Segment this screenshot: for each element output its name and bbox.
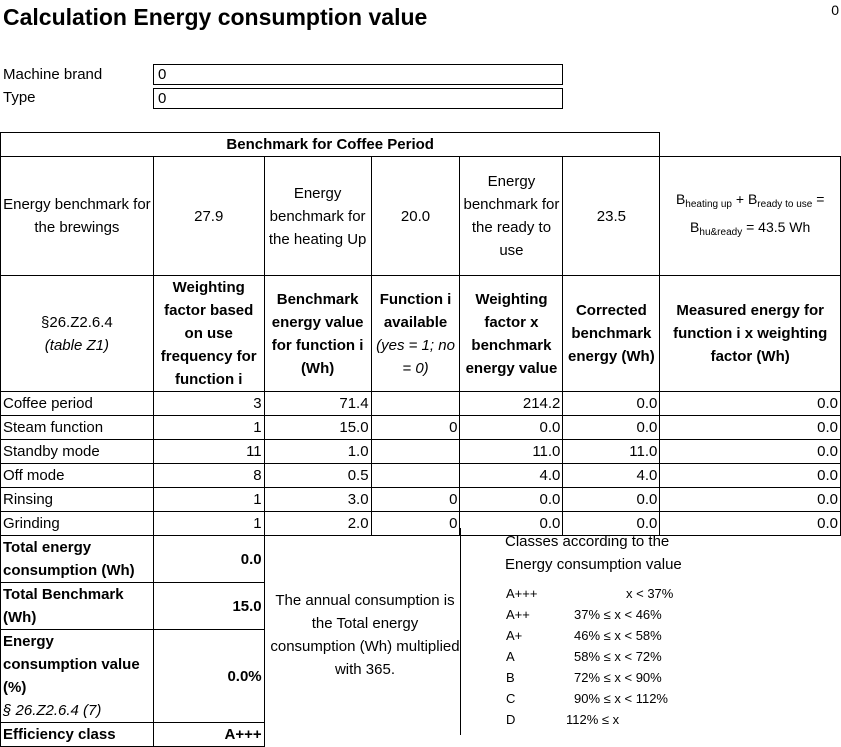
row-name: Standby mode [0,439,154,464]
row-wxb: 4.0 [459,463,564,488]
row-measured: 0.0 [659,391,841,416]
row-measured: 0.0 [659,511,841,536]
total-benchmark-label: Total Benchmark (Wh) [0,582,154,630]
row-avail [370,391,461,416]
ready-benchmark-label: Energy benchmark for the ready to use [459,156,564,276]
row-corrected: 0.0 [562,511,661,536]
ecv-label: Energy consumption value (%) § 26.Z2.6.4… [0,629,154,723]
heat-benchmark-label: Energy benchmark for the heating Up [263,156,372,276]
row-weight: 3 [152,391,265,416]
col-weight-x-benchmark: Weighting factor x benchmark energy valu… [459,275,564,392]
row-wxb: 0.0 [459,415,564,440]
col-weighting-factor: Weighting factor based on use frequency … [152,275,265,392]
ecv-value: 0.0% [152,629,265,723]
type-field[interactable]: 0 [153,88,563,109]
col-function-available: Function i available (yes = 1; no = 0) [370,275,461,392]
row-avail: 0 [370,415,461,440]
table-row: Grinding 1 2.0 0 0.0 0.0 0.0 [0,511,841,536]
row-wxb: 214.2 [459,391,564,416]
row-wxb: 0.0 [459,511,564,536]
row-name: Coffee period [0,391,154,416]
row-corrected: 11.0 [562,439,661,464]
class-range: 90% ≤ x < 112% [574,691,668,706]
col-measured-energy: Measured energy for function i x weighti… [659,275,841,392]
row-weight: 1 [152,487,265,512]
row-bench: 15.0 [263,415,372,440]
brew-benchmark-label: Energy benchmark for the brewings [0,156,154,276]
row-name: Rinsing [0,487,154,512]
row-avail [370,463,461,488]
class-range: 72% ≤ x < 90% [574,670,662,685]
divider [460,528,461,735]
class-range: 46% ≤ x < 58% [574,628,662,643]
row-measured: 0.0 [659,415,841,440]
page-title: Calculation Energy consumption value [3,4,428,30]
table-row: Coffee period 3 71.4 214.2 0.0 0.0 [0,391,841,416]
class-label: B [506,670,515,685]
total-benchmark-value: 15.0 [152,582,265,630]
heat-benchmark-value: 20.0 [370,156,461,276]
class-range: 37% ≤ x < 46% [574,607,662,622]
row-weight: 11 [152,439,265,464]
row-corrected: 0.0 [562,415,661,440]
row-measured: 0.0 [659,439,841,464]
table-row: Standby mode 11 1.0 11.0 11.0 0.0 [0,439,841,464]
class-label: A+++ [506,586,538,601]
row-weight: 1 [152,415,265,440]
row-bench: 3.0 [263,487,372,512]
row-avail: 0 [370,511,461,536]
row-wxb: 0.0 [459,487,564,512]
machine-brand-field[interactable]: 0 [153,64,563,85]
class-label: D [506,712,516,727]
table-row: Steam function 1 15.0 0 0.0 0.0 0.0 [0,415,841,440]
row-name: Grinding [0,511,154,536]
class-range: 112% ≤ x [566,712,620,727]
class-label: A++ [506,607,530,622]
total-energy-label: Total energy consumption (Wh) [0,535,154,583]
machine-brand-label: Machine brand [3,66,103,83]
class-label: A [506,649,515,664]
row-avail [370,439,461,464]
classes-header: Classes according to the Energy consumpt… [505,533,682,573]
benchmark-formula: Bheating up + Bready to use = Bhu&ready … [659,156,841,276]
row-name: Steam function [0,415,154,440]
row-bench: 1.0 [263,439,372,464]
row-bench: 71.4 [263,391,372,416]
class-label: A+ [506,628,523,643]
total-energy-value: 0.0 [152,535,265,583]
row-wxb: 11.0 [459,439,564,464]
class-label: C [506,691,516,706]
row-measured: 0.0 [659,463,841,488]
class-range: 58% ≤ x < 72% [574,649,662,664]
type-label: Type [3,89,36,106]
row-weight: 1 [152,511,265,536]
row-bench: 2.0 [263,511,372,536]
section-reference: §26.Z2.6.4 (table Z1) [0,275,154,392]
col-corrected-benchmark: Corrected benchmark energy (Wh) [562,275,661,392]
row-bench: 0.5 [263,463,372,488]
table-row: Off mode 8 0.5 4.0 4.0 0.0 [0,463,841,488]
col-benchmark-energy: Benchmark energy value for function i (W… [263,275,372,392]
table-row: Rinsing 1 3.0 0 0.0 0.0 0.0 [0,487,841,512]
row-avail: 0 [370,487,461,512]
brew-benchmark-value: 27.9 [152,156,265,276]
class-range: x < 37% [626,586,674,601]
benchmark-header: Benchmark for Coffee Period [0,132,661,157]
ready-benchmark-value: 23.5 [562,156,661,276]
row-corrected: 0.0 [562,391,661,416]
annual-consumption-note: The annual consumption is the Total ener… [270,592,460,678]
energy-table: Benchmark for Coffee Period Energy bench… [0,132,841,747]
row-name: Off mode [0,463,154,488]
row-weight: 8 [152,463,265,488]
row-corrected: 0.0 [562,487,661,512]
corner-cell-value: 0 [831,2,839,18]
row-corrected: 4.0 [562,463,661,488]
row-measured: 0.0 [659,487,841,512]
blank-cell [659,132,841,157]
